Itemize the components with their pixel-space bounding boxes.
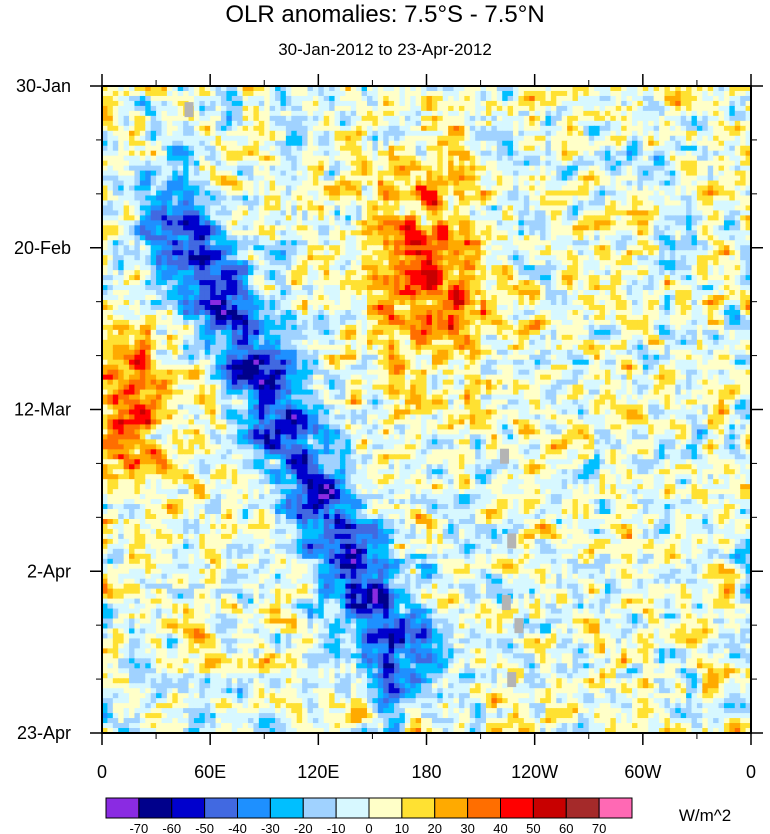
missing-data-cell-1: [500, 449, 509, 464]
colorbar-label: -70: [129, 821, 148, 834]
missing-data-cell-4: [514, 618, 523, 633]
colorbar-swatch: [336, 798, 369, 818]
colorbar-swatch: [501, 798, 534, 818]
missing-data-cell-0: [185, 102, 194, 117]
x-tick-label: 120W: [511, 762, 558, 782]
colorbar-label: 10: [395, 821, 409, 834]
colorbar-swatch: [566, 798, 599, 818]
colorbar-label: 70: [592, 821, 606, 834]
colorbar-swatch: [238, 798, 271, 818]
colorbar-label: -30: [261, 821, 280, 834]
colorbar-units: W/m^2: [679, 806, 731, 825]
colorbar-label: 60: [559, 821, 573, 834]
missing-data-cell-3: [502, 595, 511, 610]
y-tick-label: 12-Mar: [14, 400, 71, 420]
colorbar-swatch: [139, 798, 172, 818]
x-tick-label: 120E: [297, 762, 339, 782]
x-tick-label: 180: [411, 762, 441, 782]
colorbar-swatch: [303, 798, 336, 818]
colorbar-label: -40: [228, 821, 247, 834]
hovmoller-chart: 0 60E 120E 180 120W 60W 0 30-Jan 20-Feb 12-Mar 2-…: [0, 0, 770, 834]
colorbar: -70 -60 -50 -40 -30 -20 -10 0 10 20 30 40 50 60 70 W/m^…: [106, 798, 731, 834]
colorbar-swatch: [270, 798, 303, 818]
colorbar-swatch: [533, 798, 566, 818]
x-tick-label: 0: [746, 762, 756, 782]
x-tick-label: 0: [97, 762, 107, 782]
colorbar-swatch: [172, 798, 205, 818]
colorbar-label: 20: [428, 821, 442, 834]
colorbar-label: 40: [493, 821, 507, 834]
y-tick-label: 30-Jan: [16, 76, 71, 96]
colorbar-swatch: [599, 798, 632, 818]
colorbar-label: -20: [294, 821, 313, 834]
colorbar-label: 0: [365, 821, 372, 834]
colorbar-swatch: [106, 798, 139, 818]
colorbar-label: -60: [162, 821, 181, 834]
colorbar-label: -50: [195, 821, 214, 834]
colorbar-swatch: [402, 798, 435, 818]
x-tick-label: 60E: [194, 762, 226, 782]
anomaly-field: [102, 86, 752, 734]
x-tick-label: 60W: [624, 762, 661, 782]
colorbar-swatch: [468, 798, 501, 818]
colorbar-label: 50: [526, 821, 540, 834]
colorbar-swatch: [435, 798, 468, 818]
y-tick-label: 23-Apr: [17, 723, 71, 743]
colorbar-label: -10: [327, 821, 346, 834]
y-tick-label: 2-Apr: [27, 561, 71, 581]
colorbar-swatch: [369, 798, 402, 818]
missing-data-cell-2: [507, 533, 516, 548]
y-tick-label: 20-Feb: [14, 238, 71, 258]
colorbar-label: 30: [460, 821, 474, 834]
missing-data-cell-5: [507, 672, 516, 687]
colorbar-swatch: [205, 798, 238, 818]
